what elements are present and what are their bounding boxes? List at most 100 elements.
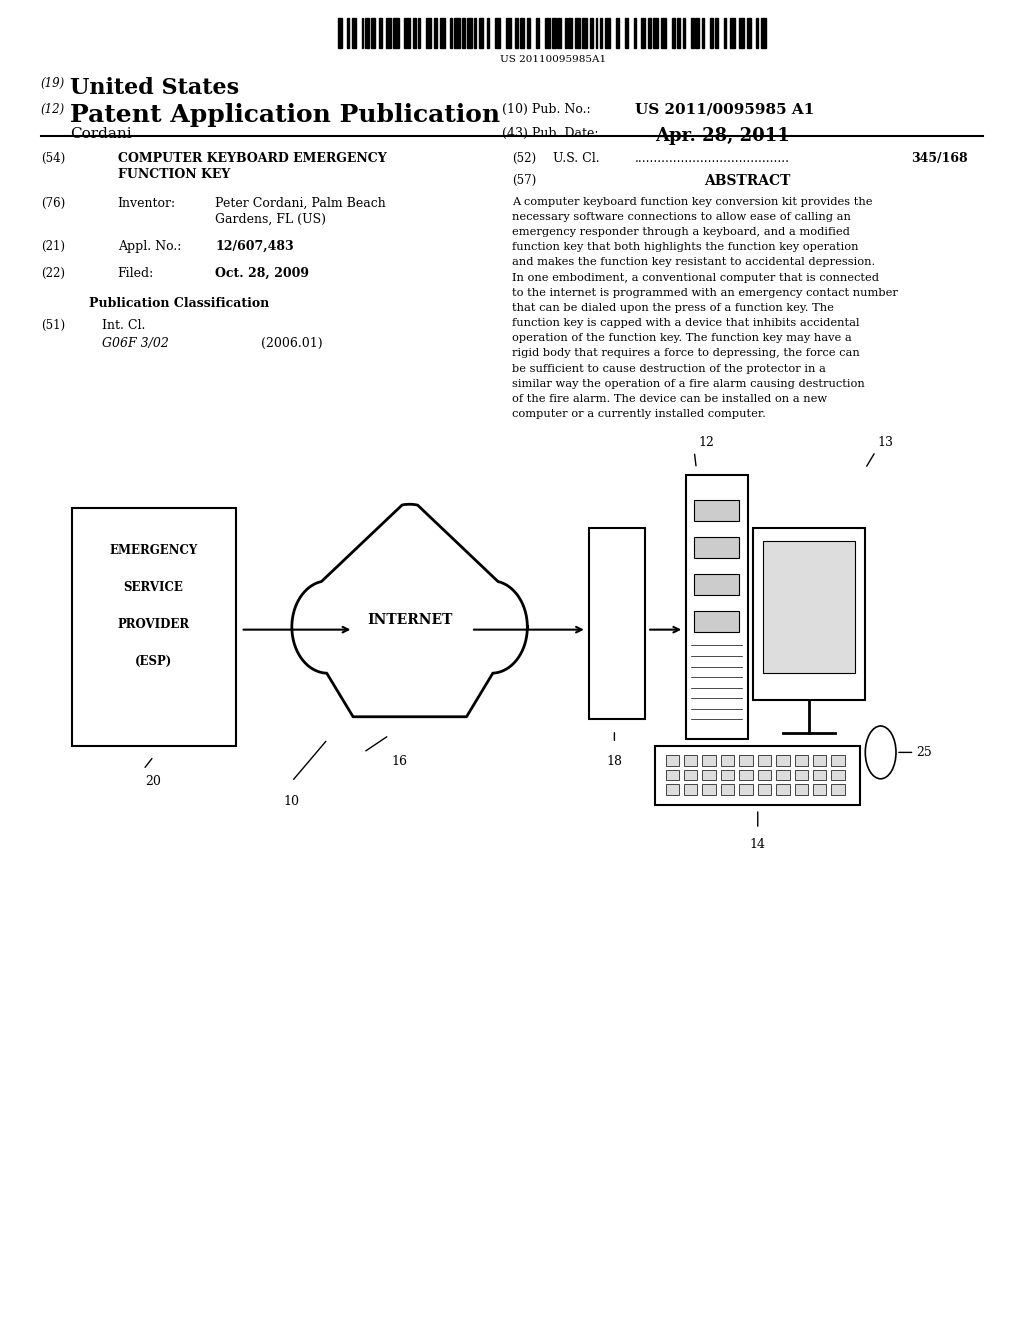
Text: G06F 3/02: G06F 3/02	[102, 337, 169, 350]
FancyBboxPatch shape	[702, 755, 716, 766]
Bar	[479, 18, 483, 48]
FancyBboxPatch shape	[776, 770, 790, 780]
Text: Cordani: Cordani	[70, 127, 131, 141]
Text: ........................................: ........................................	[635, 152, 790, 165]
FancyBboxPatch shape	[739, 755, 753, 766]
Text: (51): (51)	[41, 319, 66, 333]
Bar	[526, 18, 530, 48]
Bar	[467, 18, 472, 48]
Bar	[486, 18, 489, 48]
Circle shape	[314, 544, 392, 644]
FancyBboxPatch shape	[72, 508, 236, 746]
Bar	[474, 18, 476, 48]
Bar	[451, 18, 453, 48]
Bar	[724, 18, 726, 48]
FancyBboxPatch shape	[758, 755, 771, 766]
FancyBboxPatch shape	[753, 528, 865, 700]
Bar	[515, 18, 517, 48]
FancyBboxPatch shape	[694, 500, 739, 521]
Bar	[495, 18, 501, 48]
Bar	[701, 18, 705, 48]
Text: United States: United States	[70, 77, 239, 99]
Text: 12/607,483: 12/607,483	[215, 240, 294, 253]
Text: operation of the function key. The function key may have a: operation of the function key. The funct…	[512, 333, 852, 343]
FancyBboxPatch shape	[666, 770, 679, 780]
Text: Inventor:: Inventor:	[118, 197, 176, 210]
Text: Apr. 28, 2011: Apr. 28, 2011	[655, 127, 791, 145]
Text: 25: 25	[916, 746, 932, 759]
Bar	[756, 18, 758, 48]
Text: Int. Cl.: Int. Cl.	[102, 319, 145, 333]
Bar	[615, 18, 620, 48]
Text: function key is capped with a device that inhibits accidental: function key is capped with a device tha…	[512, 318, 859, 329]
FancyBboxPatch shape	[758, 784, 771, 795]
FancyBboxPatch shape	[684, 784, 697, 795]
Text: Appl. No.:: Appl. No.:	[118, 240, 181, 253]
FancyBboxPatch shape	[702, 784, 716, 795]
Text: 18: 18	[606, 755, 623, 768]
Bar	[605, 18, 610, 48]
Text: that can be dialed upon the press of a function key. The: that can be dialed upon the press of a f…	[512, 302, 834, 313]
Bar	[338, 18, 342, 48]
Bar	[454, 18, 460, 48]
Text: (21): (21)	[41, 240, 65, 253]
Circle shape	[427, 616, 505, 717]
Bar	[716, 18, 718, 48]
Bar	[710, 18, 713, 48]
Circle shape	[292, 581, 364, 673]
Bar	[347, 18, 349, 48]
Text: Oct. 28, 2009: Oct. 28, 2009	[215, 267, 309, 280]
Text: FUNCTION KEY: FUNCTION KEY	[118, 168, 230, 181]
FancyBboxPatch shape	[813, 770, 826, 780]
Bar	[625, 18, 629, 48]
Text: U.S. Cl.: U.S. Cl.	[553, 152, 600, 165]
Circle shape	[360, 504, 459, 631]
FancyBboxPatch shape	[758, 770, 771, 780]
Bar	[652, 18, 658, 48]
FancyBboxPatch shape	[694, 574, 739, 595]
FancyBboxPatch shape	[831, 770, 845, 780]
FancyBboxPatch shape	[795, 770, 808, 780]
Bar	[462, 18, 465, 48]
Text: similar way the operation of a fire alarm causing destruction: similar way the operation of a fire alar…	[512, 379, 864, 389]
Bar	[414, 18, 416, 48]
Bar	[565, 18, 566, 48]
FancyBboxPatch shape	[666, 784, 679, 795]
Bar	[536, 18, 540, 48]
Bar	[582, 18, 588, 48]
Text: (43) Pub. Date:: (43) Pub. Date:	[502, 127, 598, 140]
Text: and makes the function key resistant to accidental depression.: and makes the function key resistant to …	[512, 257, 876, 268]
Bar	[739, 18, 744, 48]
FancyBboxPatch shape	[686, 475, 748, 739]
Text: be sufficient to cause destruction of the protector in a: be sufficient to cause destruction of th…	[512, 363, 826, 374]
FancyBboxPatch shape	[831, 755, 845, 766]
Bar	[366, 18, 369, 48]
Bar	[372, 18, 375, 48]
Bar	[393, 18, 398, 48]
FancyBboxPatch shape	[694, 611, 739, 632]
Text: computer or a currently installed computer.: computer or a currently installed comput…	[512, 409, 766, 420]
Bar	[352, 18, 356, 48]
FancyBboxPatch shape	[795, 755, 808, 766]
Text: of the fire alarm. The device can be installed on a new: of the fire alarm. The device can be ins…	[512, 393, 827, 404]
Text: 12: 12	[698, 436, 715, 449]
Bar	[600, 18, 602, 48]
Circle shape	[427, 544, 505, 644]
Bar	[426, 18, 431, 48]
Circle shape	[456, 581, 527, 673]
Text: INTERNET: INTERNET	[367, 614, 453, 627]
Text: (ESP): (ESP)	[135, 655, 172, 668]
Text: PROVIDER: PROVIDER	[118, 618, 189, 631]
Bar	[672, 18, 675, 48]
Text: (10) Pub. No.:: (10) Pub. No.:	[502, 103, 591, 116]
Text: Patent Application Publication: Patent Application Publication	[70, 103, 500, 127]
Text: (12): (12)	[41, 103, 66, 116]
Bar	[683, 18, 685, 48]
Bar	[730, 18, 735, 48]
Bar	[568, 18, 572, 48]
Bar	[557, 18, 561, 48]
Bar	[434, 18, 437, 48]
Text: ABSTRACT: ABSTRACT	[705, 174, 791, 189]
Bar	[641, 18, 644, 48]
Text: EMERGENCY: EMERGENCY	[110, 544, 198, 557]
